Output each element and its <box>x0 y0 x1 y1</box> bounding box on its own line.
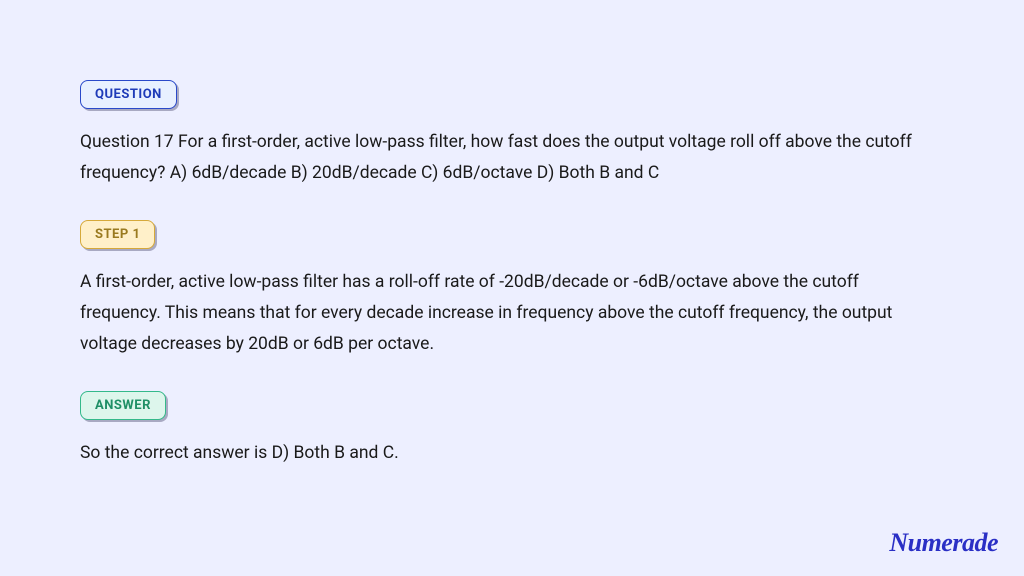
question-badge: QUESTION <box>80 80 177 109</box>
answer-text: So the correct answer is D) Both B and C… <box>80 438 944 469</box>
step1-text: A first-order, active low-pass filter ha… <box>80 267 944 359</box>
step1-badge: STEP 1 <box>80 220 155 249</box>
step1-section: STEP 1 A first-order, active low-pass fi… <box>80 220 944 359</box>
question-text: Question 17 For a first-order, active lo… <box>80 127 944 188</box>
numerade-logo: Numerade <box>889 528 998 558</box>
question-section: QUESTION Question 17 For a first-order, … <box>80 80 944 188</box>
answer-section: ANSWER So the correct answer is D) Both … <box>80 391 944 469</box>
answer-badge: ANSWER <box>80 391 166 420</box>
